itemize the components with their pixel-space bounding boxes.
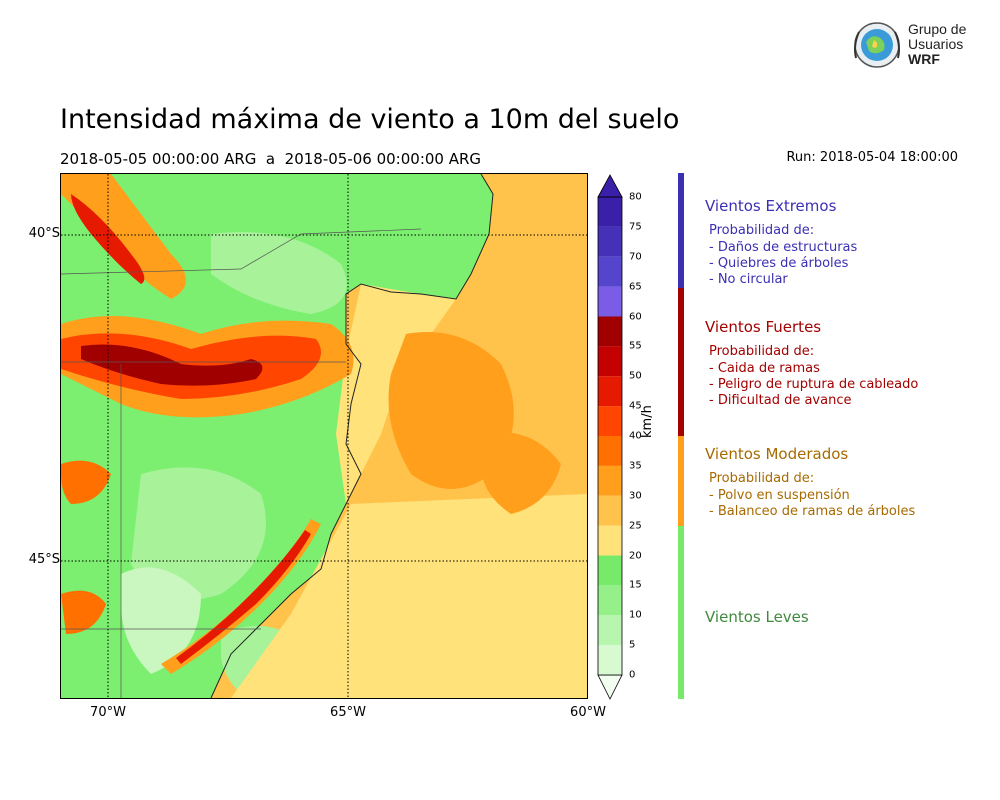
land-light-patch bbox=[211, 232, 347, 314]
category-line: - Daños de estructuras bbox=[709, 240, 858, 255]
colorbar-tick-label: 40 bbox=[629, 430, 642, 442]
wind-map bbox=[60, 173, 588, 699]
province-border bbox=[61, 228, 422, 275]
category-title-leves: Vientos Leves bbox=[705, 608, 809, 626]
coastline bbox=[210, 174, 494, 698]
wind-band-core bbox=[81, 344, 263, 386]
globe-icon: Grupo de Usuarios WRF bbox=[854, 21, 967, 68]
land-light-patch bbox=[121, 567, 201, 674]
colorbar-segment bbox=[598, 465, 622, 496]
colorbar-segment bbox=[598, 316, 622, 347]
category-line: Probabilidad de: bbox=[709, 344, 815, 359]
colorbar-tick-label: 65 bbox=[629, 281, 642, 293]
lat-tick-label: 40°S bbox=[28, 226, 60, 241]
colorbar-units: km/h bbox=[640, 405, 655, 438]
land-light-patch bbox=[131, 467, 266, 600]
colorbar-segment bbox=[598, 495, 622, 526]
category-line: - Peligro de ruptura de cableado bbox=[709, 377, 919, 392]
colorbar-min-arrow bbox=[597, 674, 623, 700]
western-wind-spot bbox=[61, 590, 106, 634]
lon-tick-label: 65°W bbox=[330, 705, 366, 720]
run-timestamp: Run: 2018-05-04 18:00:00 bbox=[786, 150, 958, 165]
band-leves bbox=[678, 526, 684, 699]
category-title-moderados: Vientos Moderados bbox=[705, 445, 849, 463]
colorbar-segment bbox=[598, 286, 622, 317]
colorbar-segment bbox=[598, 406, 622, 436]
colorbar-max-arrow bbox=[597, 174, 623, 198]
coastal-wind-core bbox=[176, 530, 311, 664]
wind-strip-north-core bbox=[71, 194, 145, 284]
lon-tick-label: 60°W bbox=[570, 705, 606, 720]
colorbar-segment bbox=[598, 615, 622, 646]
colorbar-tick-label: 50 bbox=[629, 370, 642, 382]
colorbar-tick-label: 10 bbox=[629, 609, 642, 621]
category-line: - Balanceo de ramas de árboles bbox=[709, 504, 916, 519]
page-title: Intensidad máxima de viento a 10m del su… bbox=[60, 104, 680, 135]
sea-strong-zone bbox=[481, 432, 561, 514]
lat-tick-label: 45°S bbox=[28, 552, 60, 567]
colorbar-segment bbox=[598, 645, 622, 675]
colorbar-tick-label: 60 bbox=[629, 311, 642, 322]
colorbar-tick-label: 15 bbox=[629, 579, 642, 591]
colorbar-segment bbox=[598, 585, 622, 616]
ocean-calm-zone bbox=[231, 494, 587, 698]
colorbar-segment bbox=[598, 436, 622, 466]
band-moderados bbox=[678, 436, 684, 526]
colorbar-segment bbox=[598, 376, 622, 407]
logo-line1: Grupo de bbox=[908, 21, 967, 37]
category-line: - Quiebres de árboles bbox=[709, 256, 849, 271]
colorbar-tick-label: 0 bbox=[629, 669, 636, 681]
category-line: - Caida de ramas bbox=[709, 361, 820, 376]
colorbar-tick-label: 55 bbox=[629, 340, 642, 352]
colorbar: 0 5 10 15 20 25 30 35 40 45 50 55 60 65 70 75 80 bbox=[597, 173, 667, 703]
colorbar-segment bbox=[598, 256, 622, 287]
colorbar-segment bbox=[598, 555, 622, 586]
wrf-logo: Grupo de Usuarios WRF bbox=[850, 18, 970, 72]
wind-strip-north bbox=[61, 174, 186, 299]
category-line: Probabilidad de: bbox=[709, 471, 815, 486]
logo-line2: Usuarios bbox=[908, 36, 963, 52]
colorbar-outline bbox=[597, 196, 623, 676]
lon-tick-label: 70°W bbox=[90, 705, 126, 720]
band-fuertes bbox=[678, 288, 684, 436]
category-title-extremos: Vientos Extremos bbox=[705, 197, 837, 215]
colorbar-tick-label: 45 bbox=[629, 400, 642, 412]
wind-map-canvas bbox=[61, 174, 587, 698]
western-wind-spot bbox=[61, 460, 111, 504]
colorbar-scale bbox=[597, 174, 623, 700]
category-line: Probabilidad de: bbox=[709, 223, 815, 238]
category-title-fuertes: Vientos Fuertes bbox=[705, 318, 822, 336]
colorbar-tick-label: 20 bbox=[629, 550, 642, 561]
colorbar-segment bbox=[598, 197, 622, 227]
colorbar-tick-label: 5 bbox=[629, 639, 636, 651]
category-line: - No circular bbox=[709, 272, 788, 287]
colorbar-tick-label: 25 bbox=[629, 520, 642, 532]
colorbar-segment bbox=[598, 226, 622, 257]
band-extremos bbox=[678, 173, 684, 288]
logo-line3: WRF bbox=[908, 51, 940, 67]
category-line: - Polvo en suspensión bbox=[709, 488, 850, 503]
date-range: 2018-05-05 00:00:00 ARG a 2018-05-06 00:… bbox=[60, 150, 482, 168]
colorbar-tick-label: 70 bbox=[629, 251, 642, 263]
colorbar-segment bbox=[598, 525, 622, 556]
colorbar-tick-label: 80 bbox=[629, 191, 642, 203]
category-line: - Dificultad de avance bbox=[709, 393, 852, 408]
colorbar-segment bbox=[598, 346, 622, 377]
colorbar-tick-label: 35 bbox=[629, 460, 642, 472]
colorbar-tick-label: 30 bbox=[629, 490, 642, 502]
colorbar-tick-label: 75 bbox=[629, 221, 642, 233]
